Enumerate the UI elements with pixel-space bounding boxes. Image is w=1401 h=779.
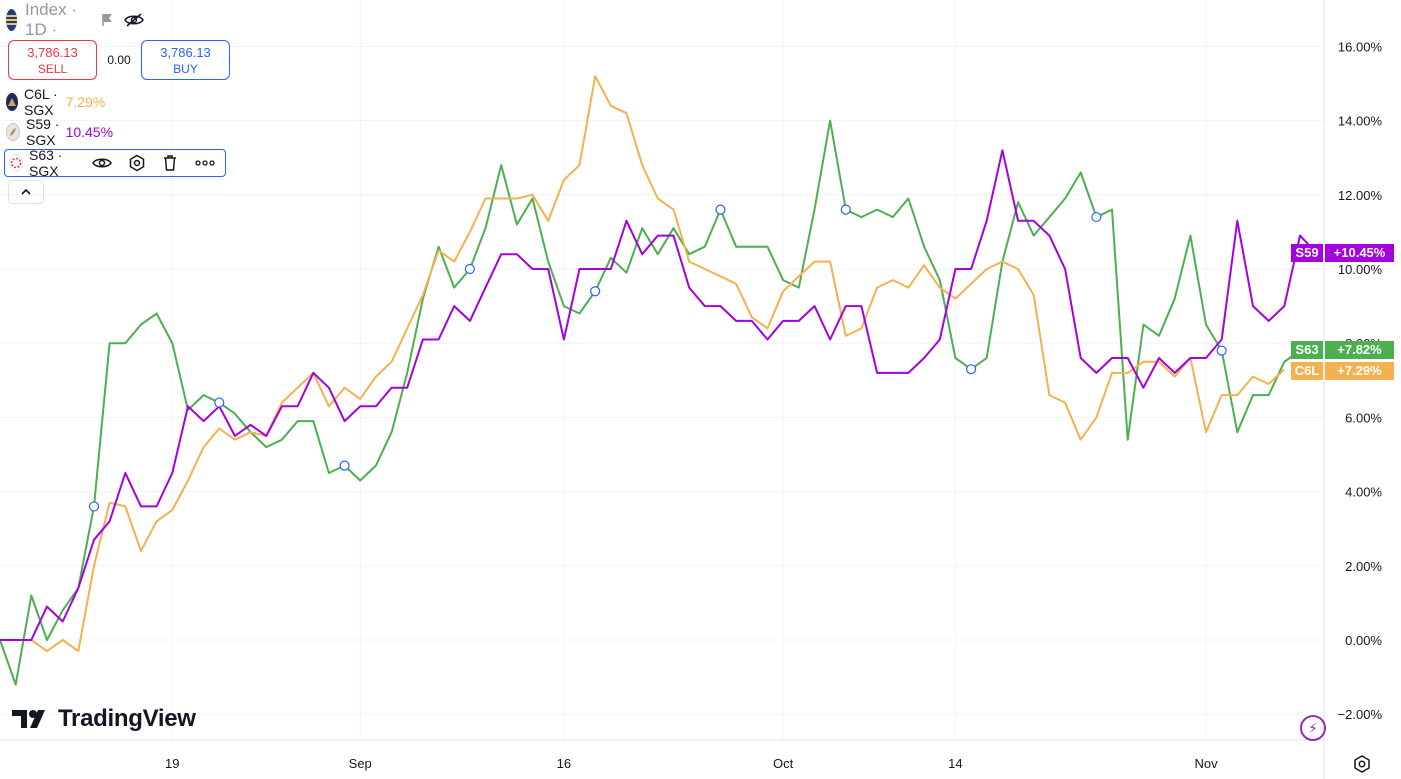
trade-panel: 3,786.13 SELL 0.00 3,786.13 BUY — [8, 40, 230, 80]
sell-button[interactable]: 3,786.13 SELL — [8, 40, 97, 80]
legend-value: 10.45% — [65, 124, 114, 140]
series-marker[interactable] — [1091, 211, 1102, 223]
y-tick-label: 2.00% — [1345, 559, 1382, 574]
hide-icon[interactable] — [124, 10, 144, 30]
y-tick-label: 12.00% — [1338, 188, 1383, 203]
c6l-logo-icon — [6, 93, 18, 111]
s63-logo-icon — [9, 154, 23, 172]
chart-grid — [0, 0, 1324, 740]
x-tick-label: Nov — [1194, 756, 1218, 771]
series-markers — [88, 204, 1227, 512]
price-tag-value: +7.82% — [1325, 341, 1394, 359]
y-tick-label: 4.00% — [1345, 485, 1382, 500]
legend-symbol: S63 · SGX — [29, 147, 63, 179]
x-tick-label: Sep — [349, 756, 372, 771]
price-tag-value: +7.29% — [1325, 362, 1394, 380]
legend-item-s59[interactable]: S59 · SGX 10.45% — [6, 116, 114, 148]
price-tag-value: +10.45% — [1325, 244, 1394, 262]
y-tick-label: 16.00% — [1338, 39, 1383, 54]
collapse-legend-button[interactable] — [8, 180, 44, 204]
eye-icon[interactable] — [92, 153, 112, 173]
flash-icon[interactable]: ⚡ — [1300, 715, 1326, 741]
series-marker[interactable] — [88, 501, 100, 512]
buy-label: BUY — [173, 62, 198, 76]
price-tag-symbol: S59 — [1291, 244, 1323, 262]
y-tick-label: −2.00% — [1338, 707, 1383, 722]
series-line-s63[interactable] — [0, 119, 1301, 686]
x-tick-label: 19 — [165, 756, 179, 771]
x-tick-label: 16 — [557, 756, 571, 771]
price-tag-s59: S59 +10.45% — [1291, 244, 1394, 262]
price-tag-s63: S63 +7.82% — [1291, 341, 1394, 359]
legend-value: 7.29% — [65, 94, 106, 110]
tradingview-logo-icon — [12, 710, 45, 728]
time-axis-labels: 19Sep16Oct14Nov18Dec — [165, 756, 1218, 771]
legend-symbol: S59 · SGX — [26, 116, 60, 148]
chart-header: STI Index · 1D · INDEX — [6, 0, 144, 59]
legend-symbol: C6L · SGX — [24, 86, 58, 118]
x-tick-label: Oct — [773, 756, 794, 771]
series-marker[interactable] — [464, 263, 475, 275]
logo-text: TradingView — [58, 705, 196, 732]
s59-logo-icon — [6, 123, 20, 141]
series-marker[interactable] — [590, 286, 601, 297]
y-tick-label: 10.00% — [1338, 262, 1383, 277]
gear-icon[interactable] — [1350, 752, 1374, 776]
buy-price: 3,786.13 — [160, 45, 211, 60]
sell-label: SELL — [37, 62, 68, 76]
price-axis-labels: 16.00%14.00%12.00%10.00%8.00%6.00%4.00%2… — [1338, 39, 1383, 722]
spread-value: 0.00 — [107, 53, 131, 67]
buy-button[interactable]: 3,786.13 BUY — [141, 40, 230, 80]
series-marker[interactable] — [339, 460, 350, 471]
series-line-c6l[interactable] — [0, 75, 1285, 653]
tradingview-logo[interactable]: TradingView — [12, 705, 196, 733]
legend-item-s63[interactable]: S63 · SGX — [4, 147, 226, 179]
price-tag-symbol: C6L — [1291, 362, 1323, 380]
series-marker[interactable] — [1216, 345, 1227, 356]
y-tick-label: 6.00% — [1345, 410, 1382, 425]
y-tick-label: 14.00% — [1338, 114, 1383, 129]
flag-icon[interactable] — [100, 10, 116, 30]
series-marker[interactable] — [840, 204, 851, 215]
x-tick-label: 14 — [948, 756, 962, 771]
price-tag-symbol: S63 — [1291, 341, 1323, 359]
sell-price: 3,786.13 — [27, 45, 78, 60]
price-tag-c6l: C6L +7.29% — [1291, 362, 1394, 380]
more-icon[interactable] — [194, 153, 215, 173]
chevron-up-icon — [21, 188, 31, 195]
series-marker[interactable] — [214, 397, 225, 408]
settings-icon[interactable] — [128, 153, 146, 173]
series-line-s59[interactable] — [0, 149, 1317, 641]
menu-icon[interactable] — [6, 9, 17, 31]
series-marker[interactable] — [715, 204, 726, 215]
legend-item-c6l[interactable]: C6L · SGX 7.29% — [6, 86, 106, 118]
y-tick-label: 0.00% — [1345, 633, 1382, 648]
trash-icon[interactable] — [162, 153, 178, 173]
series-marker[interactable] — [965, 364, 977, 375]
